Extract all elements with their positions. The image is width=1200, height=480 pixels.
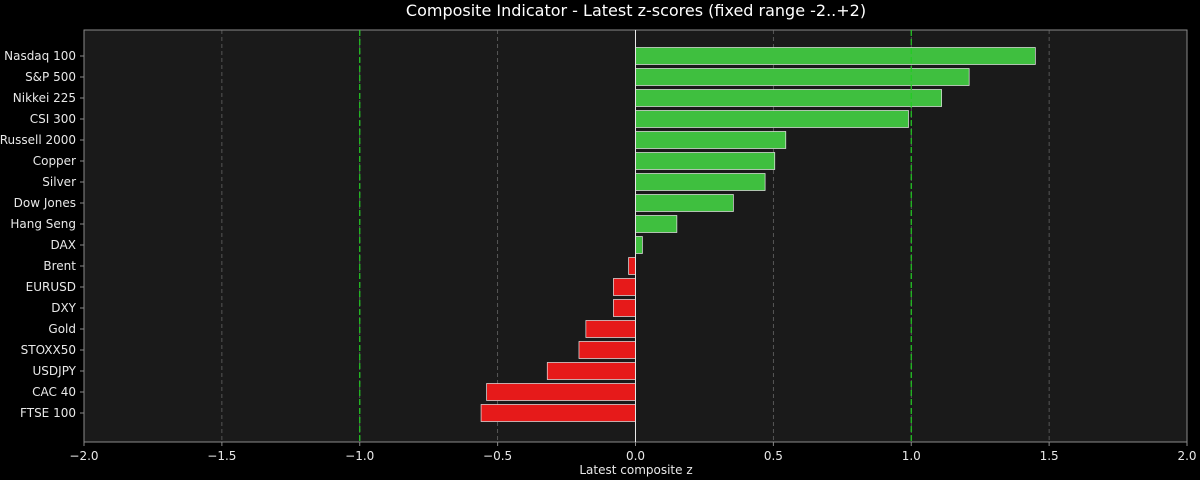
bar bbox=[635, 236, 643, 254]
y-tick-labels: Nasdaq 100 S&P 500 Nikkei 225 CSI 300 Russel… bbox=[0, 49, 84, 420]
y-tick-label: FTSE 100 bbox=[20, 406, 76, 420]
reference-lines bbox=[359, 30, 912, 442]
bar bbox=[578, 341, 636, 359]
bar bbox=[635, 47, 1036, 65]
x-tick-label: 2.0 bbox=[1177, 449, 1196, 463]
x-tick-label: −1.0 bbox=[345, 449, 374, 463]
y-tick-label: Dow Jones bbox=[14, 196, 76, 210]
bar bbox=[635, 152, 776, 170]
y-tick-label: DAX bbox=[51, 238, 76, 252]
x-tick-label: −2.0 bbox=[69, 449, 98, 463]
bar bbox=[613, 299, 636, 317]
y-tick-label: USDJPY bbox=[33, 364, 77, 378]
y-tick-label: Hang Seng bbox=[10, 217, 76, 231]
bar bbox=[635, 131, 787, 149]
y-tick-label: Silver bbox=[42, 175, 76, 189]
y-tick-label: Brent bbox=[43, 259, 76, 273]
y-tick-label: Russell 2000 bbox=[0, 133, 76, 147]
x-tick-label: −0.5 bbox=[483, 449, 512, 463]
y-tick-label: CSI 300 bbox=[30, 112, 76, 126]
bar bbox=[635, 215, 678, 233]
x-tick-label: 1.5 bbox=[1040, 449, 1059, 463]
bar bbox=[635, 173, 766, 191]
bar bbox=[486, 383, 636, 401]
x-tick-label: 1.0 bbox=[902, 449, 921, 463]
y-tick-label: Nasdaq 100 bbox=[4, 49, 76, 63]
bar bbox=[635, 68, 970, 86]
y-tick-label: Nikkei 225 bbox=[13, 91, 76, 105]
y-tick-label: S&P 500 bbox=[25, 70, 76, 84]
bar bbox=[585, 320, 636, 338]
bars-layer bbox=[480, 47, 1036, 422]
chart-title: Composite Indicator - Latest z-scores (f… bbox=[406, 1, 866, 20]
y-tick-label: CAC 40 bbox=[32, 385, 76, 399]
bar bbox=[635, 194, 734, 212]
x-tick-label: −1.5 bbox=[207, 449, 236, 463]
x-tick-label: 0.5 bbox=[764, 449, 783, 463]
x-axis-label: Latest composite z bbox=[579, 463, 692, 477]
y-tick-label: DXY bbox=[51, 301, 76, 315]
bar bbox=[546, 362, 636, 380]
y-tick-label: Copper bbox=[33, 154, 76, 168]
bar bbox=[480, 404, 636, 422]
bar bbox=[628, 257, 636, 275]
x-tick-label: 0.0 bbox=[626, 449, 645, 463]
y-tick-label: Gold bbox=[48, 322, 76, 336]
y-tick-label: EURUSD bbox=[26, 280, 76, 294]
x-tick-labels: −2.0 −1.5 −1.0 −0.5 0.0 0.5 1.0 1.5 2.0 bbox=[69, 442, 1197, 463]
bar bbox=[635, 110, 909, 128]
y-tick-label: STOXX50 bbox=[21, 343, 76, 357]
bar bbox=[613, 278, 636, 296]
bar bbox=[635, 89, 942, 107]
